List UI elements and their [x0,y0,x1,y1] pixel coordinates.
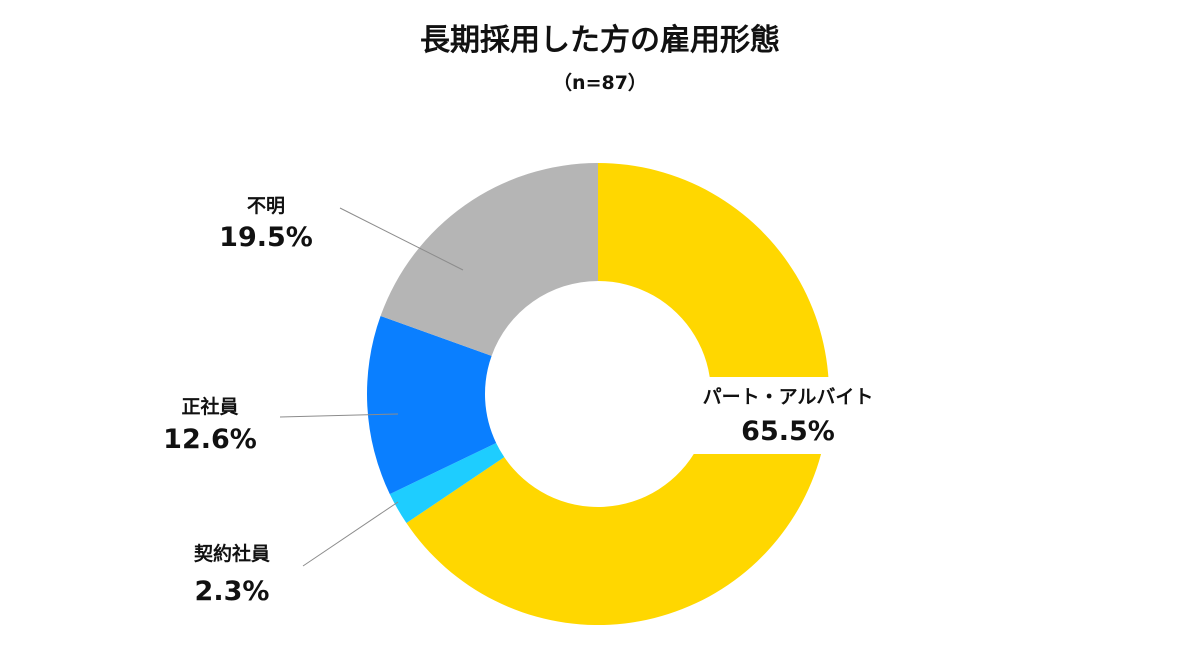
slice-part-time [406,163,829,625]
slice-contract [389,442,505,524]
leader-line-contract [302,501,399,567]
leader-line-full-time [279,413,399,418]
slice-unknown [380,163,598,356]
leader-line-unknown [339,207,464,271]
label-group-unknown: 不明 19.5% [219,195,313,253]
category-label-contract: 契約社員 [193,542,270,565]
slice-full-time [366,316,497,495]
category-label-full-time: 正社員 [181,395,238,418]
category-label-unknown: 不明 [247,195,285,217]
label-group-full-time: 正社員 12.6% [163,395,257,455]
slices-group [366,163,829,625]
category-label-part-time: パート・アルバイト [703,386,874,408]
value-label-unknown: 19.5% [219,222,313,253]
label-group-contract: 契約社員 2.3% [193,542,270,607]
value-label-full-time: 12.6% [163,424,257,455]
value-label-part-time: 65.5% [741,416,835,447]
label-group-part-time: パート・アルバイト 65.5% [668,377,908,454]
leader-lines-group [279,207,464,567]
chart-subtitle: （n=87） [553,71,647,94]
label-box-part-time [668,377,908,454]
chart-title: 長期採用した方の雇用形態 [420,23,780,58]
value-label-contract: 2.3% [195,576,270,607]
